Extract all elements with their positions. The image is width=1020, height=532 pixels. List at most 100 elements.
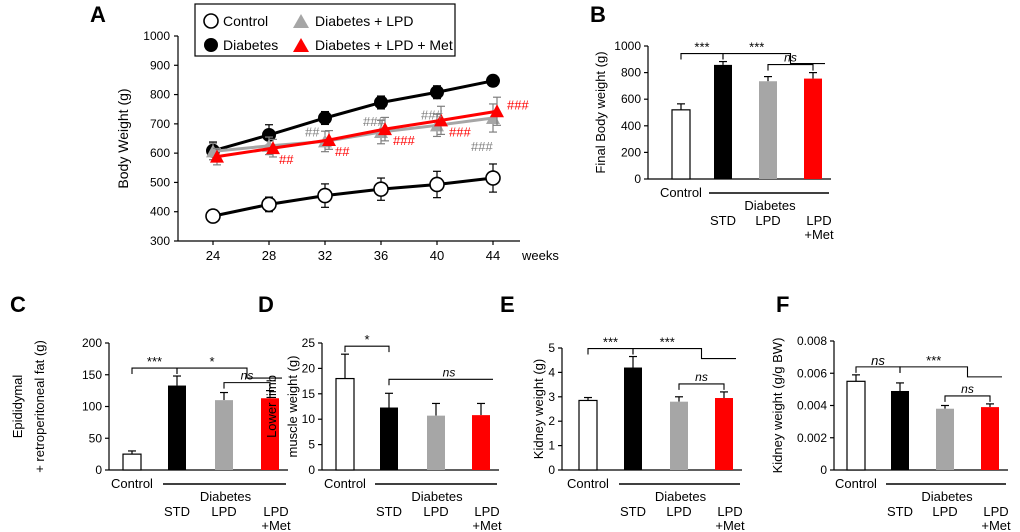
data-point-lpd_met [490, 104, 504, 118]
significance-label: ns [695, 370, 708, 384]
y-tick-label: 0.004 [797, 399, 827, 413]
y-tick-label: 25 [302, 336, 316, 350]
y-tick-label: 600 [621, 92, 641, 106]
group-label-lpd: LPD [755, 213, 780, 228]
y-tick-label: 4 [548, 365, 555, 379]
significance-bracket [944, 395, 991, 402]
y-tick-label: 1000 [614, 39, 641, 53]
data-point-lpd_met [210, 149, 224, 163]
legend-marker-diabetes [204, 38, 218, 52]
data-point-diabetes [486, 73, 500, 88]
group-label-control: Control [660, 185, 702, 200]
bar-control [122, 453, 142, 471]
significance-bracket [344, 345, 390, 353]
y-tick-label: 500 [150, 175, 170, 189]
y-tick-label: 150 [82, 368, 102, 382]
group-label-lpd-met-line2: +Met [261, 518, 291, 532]
bar-std [168, 385, 186, 470]
y-tick-label: 10 [302, 412, 316, 426]
panel-f-chart: F 0 0.002 0.004 0.006 0.008 Kidney weight (g/g… [770, 292, 1011, 532]
bar-std [714, 64, 732, 179]
bar-lpd-met [261, 398, 279, 470]
significance-label: ns [443, 365, 456, 379]
legend-label-lpd: Diabetes + LPD [315, 13, 413, 29]
group-label-control: Control [835, 476, 877, 491]
legend-label-control: Control [223, 13, 268, 29]
legend-marker-lpd-met [293, 38, 309, 52]
y-tick-label: 1000 [143, 29, 170, 43]
bar-lpd [670, 401, 688, 470]
panel-d-letter: D [258, 292, 274, 317]
group-label-diabetes: Diabetes [200, 489, 252, 504]
y-tick-label: 600 [150, 146, 170, 160]
group-label-std: STD [376, 504, 402, 519]
bar-lpd-met [472, 415, 490, 470]
significance-hash: ### [363, 114, 385, 129]
y-axis-label: Kidney weight (g/g BW) [770, 338, 785, 474]
bar-lpd-met [715, 398, 733, 470]
significance-label: *** [147, 354, 162, 369]
y-tick-label: 200 [82, 336, 102, 350]
group-label-std: STD [164, 504, 190, 519]
data-point-diabetes [430, 85, 444, 100]
bar-control [671, 109, 691, 180]
y-tick-label: 20 [302, 361, 316, 375]
panel-c-chart: C 0 50 100 150 200 Epididymal + retroperitoneal… [10, 292, 291, 532]
group-label-control: Control [324, 476, 366, 491]
y-tick-label: 5 [308, 438, 315, 452]
data-point-lpd_met [434, 113, 448, 127]
data-point-control [429, 176, 445, 193]
bar-lpd [759, 81, 777, 179]
group-label-std: STD [620, 504, 646, 519]
y-tick-label: 2 [548, 414, 555, 428]
significance-bracket [632, 347, 736, 360]
panel-b-chart: B 0 200 400 600 800 1000 Final Body weight (g) *… [590, 2, 834, 242]
significance-label: * [364, 332, 369, 347]
group-label-lpd: LPD [932, 504, 957, 519]
bar-control [846, 380, 866, 471]
y-tick-label: 400 [150, 205, 170, 219]
data-point-lpd_met [322, 132, 336, 146]
panel-e-letter: E [500, 292, 515, 317]
significance-bracket [767, 64, 814, 71]
bar-lpd [427, 415, 445, 470]
series-line-lpd_met [216, 109, 498, 159]
group-label-lpd-met-line1: LPD [983, 504, 1008, 519]
y-tick-label: 200 [621, 145, 641, 159]
legend-label-lpd-met: Diabetes + LPD + Met [315, 37, 453, 53]
bar-control [578, 399, 598, 471]
significance-hash: ## [305, 124, 320, 139]
bar-std [624, 367, 642, 470]
legend-marker-control [203, 13, 219, 29]
x-axis-label: weeks [521, 248, 559, 263]
group-label-lpd-met-line2: +Met [804, 227, 834, 242]
y-axis-label: Body Weight (g) [115, 88, 131, 188]
group-label-std: STD [887, 504, 913, 519]
panel-d-chart: D 0 5 10 15 20 25 Lower limb muscle weight (g) * n… [258, 292, 502, 532]
bar-control [335, 377, 355, 471]
y-axis-label: Kidney weight (g) [531, 359, 546, 459]
significance-bracket [899, 366, 1002, 378]
significance-hash: ### [421, 107, 443, 122]
significance-label: ns [961, 382, 974, 396]
group-label-diabetes: Diabetes [411, 489, 463, 504]
y-tick-label: 50 [89, 431, 103, 445]
data-point-lpd_met [266, 141, 280, 155]
y-axis-label: Final Body weight (g) [593, 51, 608, 173]
y-tick-label: 3 [548, 390, 555, 404]
y-tick-label: 0 [548, 463, 555, 477]
y-tick-label: 100 [82, 400, 102, 414]
y-tick-label: 15 [302, 387, 316, 401]
significance-hash: ### [393, 133, 415, 148]
x-tick-label: 24 [206, 248, 220, 263]
group-label-lpd-met-line1: LPD [263, 504, 288, 519]
data-point-control [205, 208, 221, 224]
significance-label: *** [926, 353, 941, 368]
y-tick-label: 0 [634, 172, 641, 186]
bar-lpd-met [981, 407, 999, 470]
y-tick-label: 1 [548, 439, 555, 453]
bar-lpd [936, 408, 954, 470]
group-label-diabetes: Diabetes [744, 198, 796, 213]
